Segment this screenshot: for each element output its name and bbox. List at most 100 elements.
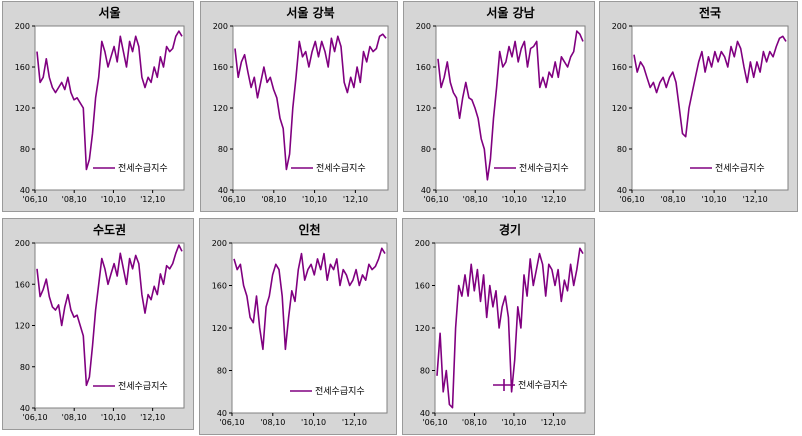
- y-tick-label: 120: [15, 104, 30, 113]
- y-tick-label: 80: [617, 145, 627, 154]
- y-tick-label: 80: [217, 367, 227, 376]
- y-tick-label: 80: [20, 363, 30, 372]
- x-tick-label: '12,10: [743, 195, 768, 204]
- y-tick-label: 160: [612, 63, 627, 72]
- y-tick-label: 80: [20, 145, 30, 154]
- x-tick-label: '06,10: [423, 195, 448, 204]
- legend-label: 전세수급지수: [118, 381, 168, 392]
- chart-svg: 수도권 40 80 120 160 200 '06,10 '08,10 '10,10 '12,10…: [15, 223, 185, 422]
- y-tick-label: 120: [15, 322, 30, 331]
- chart-svg: 인천 40 80 120 160 200 '06,10 '08,10 '10,10 '12,10 전…: [212, 222, 388, 427]
- x-tick-label: '08,10: [62, 195, 87, 204]
- y-tick-label: 200: [612, 22, 627, 31]
- y-tick-label: 40: [20, 186, 30, 195]
- chart-svg: 서울 강북 40 80 120 160 200 '06,10 '08,10 '10,10 '12,…: [213, 5, 389, 204]
- y-tick-label: 200: [415, 239, 430, 248]
- y-tick-label: 160: [15, 63, 30, 72]
- chart-title: 인천: [298, 222, 320, 237]
- series-line: [633, 35, 787, 138]
- x-tick-label: '10,10: [101, 413, 126, 422]
- y-tick-label: 40: [20, 404, 30, 413]
- plot-area: [232, 25, 389, 191]
- y-tick-label: 200: [15, 239, 30, 248]
- chart-panel-seoul-gangbuk: 서울 강북 40 80 120 160 200 '06,10 '08,10 '10,10 '12,…: [200, 1, 398, 212]
- chart-panel-seoul: 서울 40 80 120 160 200 '06,10 '08,10 '10,10 '12,10 전…: [2, 1, 194, 212]
- y-tick-label: 160: [213, 63, 228, 72]
- chart-panel-capital-area: 수도권 40 80 120 160 200 '06,10 '08,10 '10,10 '12,10…: [2, 218, 194, 430]
- y-tick-label: 160: [416, 63, 431, 72]
- y-tick-label: 160: [15, 280, 30, 289]
- y-tick-label: 200: [212, 239, 227, 248]
- chart-panel-seoul-gangnam: 서울 강남 40 80 120 160 200 '06,10 '08,10 '10,10 '12,…: [403, 1, 595, 212]
- x-tick-label: '06,10: [220, 195, 245, 204]
- legend-label: 전세수급지수: [519, 163, 569, 174]
- x-tick-label: '10,10: [301, 418, 326, 427]
- legend-label: 전세수급지수: [518, 380, 568, 391]
- chart-svg: 전국 40 80 120 160 200 '06,10 '08,10 '10,10 '12,10 전…: [612, 5, 789, 204]
- x-tick-label: '10,10: [302, 195, 327, 204]
- chart-panel-national: 전국 40 80 120 160 200 '06,10 '08,10 '10,10 '12,10 전…: [599, 1, 798, 212]
- x-tick-label: '12,10: [541, 418, 566, 427]
- chart-title: 수도권: [93, 223, 126, 237]
- x-tick-label: '12,10: [140, 413, 165, 422]
- series-line: [234, 33, 387, 171]
- chart-panel-gyeonggi: 경기 40 80 120 160 200 '06,10 '08,10 '10,10 '12,10 전…: [402, 218, 595, 435]
- y-tick-label: 160: [212, 282, 227, 291]
- legend-label: 전세수급지수: [315, 386, 365, 397]
- y-tick-label: 120: [416, 104, 431, 113]
- x-tick-label: '12,10: [541, 195, 566, 204]
- x-tick-label: '08,10: [62, 413, 87, 422]
- chart-title: 전국: [699, 5, 721, 20]
- series-line: [36, 30, 183, 171]
- chart-title: 서울 강북: [286, 5, 334, 20]
- y-tick-label: 40: [217, 409, 227, 418]
- y-tick-label: 80: [218, 145, 228, 154]
- x-tick-label: '06,10: [219, 418, 244, 427]
- x-tick-label: '08,10: [462, 418, 487, 427]
- x-tick-label: '08,10: [660, 195, 685, 204]
- chart-panel-incheon: 인천 40 80 120 160 200 '06,10 '08,10 '10,10 '12,10 전…: [199, 218, 397, 435]
- x-tick-label: '06,10: [22, 413, 47, 422]
- y-tick-label: 40: [218, 186, 228, 195]
- x-tick-label: '12,10: [140, 195, 165, 204]
- y-tick-label: 120: [415, 324, 430, 333]
- y-tick-label: 200: [416, 22, 431, 31]
- y-tick-label: 200: [213, 22, 228, 31]
- x-tick-label: '12,10: [342, 418, 367, 427]
- y-tick-label: 200: [15, 22, 30, 31]
- y-tick-label: 160: [415, 282, 430, 291]
- chart-svg: 경기 40 80 120 160 200 '06,10 '08,10 '10,10 '12,10 전…: [415, 222, 586, 427]
- x-tick-label: '08,10: [463, 195, 488, 204]
- x-tick-label: '12,10: [343, 195, 368, 204]
- legend-label: 전세수급지수: [118, 163, 168, 174]
- y-tick-label: 120: [212, 324, 227, 333]
- y-tick-label: 40: [421, 186, 431, 195]
- chart-title: 서울 강남: [486, 5, 534, 20]
- x-tick-label: '10,10: [101, 195, 126, 204]
- series-line: [437, 30, 584, 181]
- x-tick-label: '06,10: [22, 195, 47, 204]
- x-tick-label: '08,10: [260, 418, 285, 427]
- y-tick-label: 40: [617, 186, 627, 195]
- x-tick-label: '06,10: [619, 195, 644, 204]
- series-line: [233, 247, 386, 351]
- legend-label: 전세수급지수: [715, 163, 765, 174]
- y-tick-label: 120: [213, 104, 228, 113]
- y-tick-label: 40: [420, 409, 430, 418]
- y-tick-label: 80: [420, 367, 430, 376]
- y-tick-label: 120: [612, 104, 627, 113]
- y-tick-label: 80: [421, 145, 431, 154]
- x-tick-label: '06,10: [422, 418, 447, 427]
- chart-svg: 서울 강남 40 80 120 160 200 '06,10 '08,10 '10,10 '12,…: [416, 5, 586, 204]
- plot-area: [34, 25, 185, 191]
- plot-area: [631, 25, 789, 191]
- x-tick-label: '08,10: [261, 195, 286, 204]
- legend-label: 전세수급지수: [316, 163, 366, 174]
- chart-svg: 서울 40 80 120 160 200 '06,10 '08,10 '10,10 '12,10 전…: [15, 5, 185, 204]
- chart-title: 서울: [98, 5, 120, 20]
- series-line: [36, 244, 183, 387]
- series-line: [436, 247, 584, 409]
- plot-area: [34, 242, 185, 409]
- x-tick-label: '10,10: [501, 418, 526, 427]
- x-tick-label: '10,10: [502, 195, 527, 204]
